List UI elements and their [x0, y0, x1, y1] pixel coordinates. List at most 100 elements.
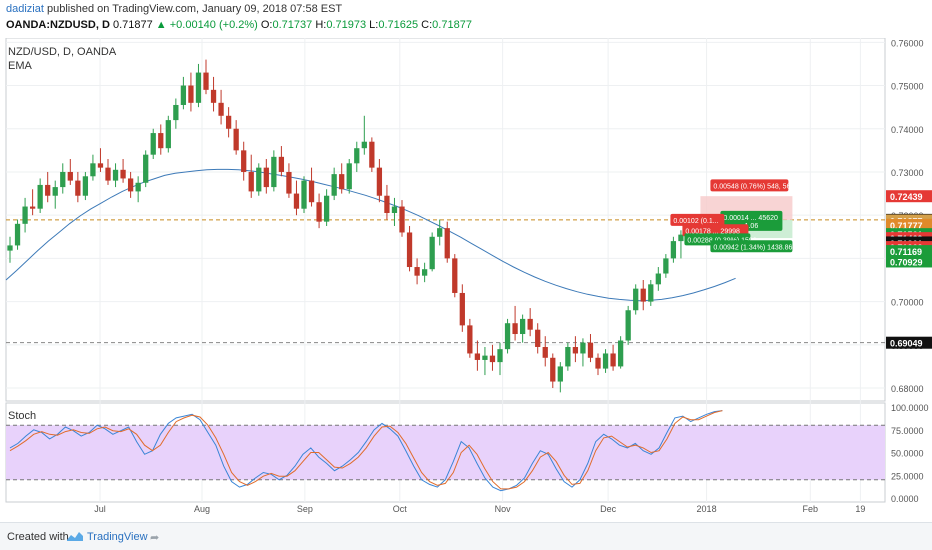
time-tick-label: Dec	[600, 504, 617, 514]
candle-body	[105, 167, 111, 181]
candle-body	[617, 340, 624, 367]
candle-body	[286, 171, 292, 194]
legend-ema: EMA	[8, 60, 33, 72]
grid	[5, 37, 886, 503]
candle-body	[663, 258, 669, 274]
stoch-line	[9, 410, 723, 492]
candle-body	[399, 206, 405, 233]
candle-body	[14, 223, 21, 246]
time-tick-label: 19	[855, 504, 865, 514]
candle-body	[143, 154, 149, 183]
high-value: 0.71973	[326, 19, 367, 31]
price-tick-label: 0.76000	[891, 38, 924, 48]
price-label-text: 0.69049	[890, 339, 923, 349]
candle-body	[210, 89, 217, 103]
price-labels: 0.724390.718910.718770.717770.715610.714…	[886, 190, 932, 349]
time-tick-label: Oct	[393, 504, 408, 514]
candle-body	[421, 269, 428, 276]
candle-body	[452, 258, 458, 293]
chart-header: dadiziat published on TradingView.com, J…	[0, 0, 932, 38]
candle-body	[316, 202, 322, 222]
author-link[interactable]: dadiziat	[6, 3, 44, 15]
candle-body	[595, 357, 601, 369]
candle-body	[173, 104, 179, 121]
tradingview-brand-link[interactable]: TradingView	[87, 531, 148, 543]
trade-label-text: 0.00942 (1.34%) 1438.86	[713, 244, 792, 251]
trade-label-text: 0.00102 (0.1...	[673, 218, 718, 225]
time-tick-label: Sep	[297, 504, 313, 514]
candle-body	[437, 228, 443, 237]
ema-line	[5, 168, 736, 302]
candle-body	[188, 85, 194, 103]
candle-body	[467, 325, 473, 354]
candle-body	[293, 193, 300, 209]
candle-body	[150, 133, 156, 155]
candle-body	[497, 349, 503, 363]
candle-body	[308, 180, 315, 203]
candle-body	[640, 288, 646, 302]
candle-body	[474, 353, 481, 360]
candle-body	[75, 180, 81, 196]
price-label-box	[886, 255, 932, 268]
candle-body	[580, 342, 586, 354]
candle-body	[180, 85, 187, 105]
legend-title: NZD/USD, D, OANDA	[8, 46, 117, 58]
candle-body	[678, 234, 684, 242]
price-label-text: 0.71777	[890, 221, 923, 231]
candle-body	[37, 184, 43, 209]
candle-body	[112, 169, 119, 181]
candle-body	[655, 273, 661, 285]
candle-body	[557, 366, 563, 382]
change-value: +0.00140 (+0.2%)	[169, 19, 258, 31]
price-label-text: 0.71169	[890, 247, 922, 257]
candle-body	[670, 241, 677, 259]
candle-body	[82, 176, 89, 196]
candle-body	[158, 133, 164, 149]
trade-label-subtext: 1.06	[745, 223, 759, 230]
price-label-text: 0.72439	[890, 192, 923, 202]
candle-body	[165, 120, 171, 149]
time-tick-label: Feb	[803, 504, 819, 514]
trade-label-box	[710, 179, 789, 192]
created-with-text: Created with	[7, 531, 69, 543]
price-tick-label: 0.75000	[891, 82, 924, 92]
candle-body	[519, 318, 526, 335]
candle-body	[391, 206, 398, 214]
candle-body	[278, 156, 285, 172]
legend-stoch: Stoch	[8, 410, 36, 422]
candle-body	[504, 323, 511, 350]
candle-body	[22, 206, 28, 224]
price-tick-label: 0.70000	[891, 298, 924, 308]
price-label-text: 0.70929	[890, 257, 923, 267]
chart-area[interactable]: 0.00548 (0.76%) 548, 56 0.00014 ... 45620…	[0, 37, 932, 522]
candle-body	[369, 141, 375, 168]
candle-body	[610, 353, 616, 367]
candle-body	[256, 167, 262, 192]
interval-label: , D	[95, 19, 110, 31]
candle-body	[263, 167, 269, 188]
tradingview-logo-icon[interactable]	[66, 529, 84, 543]
candle-body	[127, 178, 134, 192]
candle-body	[203, 72, 209, 90]
trade-label-text: 0.00548 (0.76%) 548, 56	[713, 183, 790, 190]
candle-body	[346, 163, 352, 190]
trade-label-text: 0.00014 ... 45620	[723, 215, 778, 222]
high-label: H:	[315, 19, 327, 31]
share-icon[interactable]: ➦	[150, 532, 160, 544]
published-text: published on TradingView.com, January 09…	[46, 3, 343, 15]
stoch-band	[6, 425, 885, 480]
candle-body	[120, 169, 126, 179]
price-tick-label: 0.74000	[891, 125, 924, 135]
candle-body	[429, 236, 435, 270]
price-chart-svg[interactable]: 0.00548 (0.76%) 548, 56 0.00014 ... 45620…	[0, 37, 932, 522]
price-label-box	[886, 218, 932, 231]
candle-body	[384, 195, 390, 214]
candle-body	[195, 72, 202, 103]
stoch-tick-label: 100.0000	[891, 403, 929, 413]
candle-body	[550, 357, 556, 382]
time-tick-label: 2018	[697, 504, 717, 514]
candle-body	[135, 182, 141, 192]
candle-body	[7, 245, 13, 251]
time-tick-label: Nov	[495, 504, 512, 514]
candles	[7, 59, 699, 393]
